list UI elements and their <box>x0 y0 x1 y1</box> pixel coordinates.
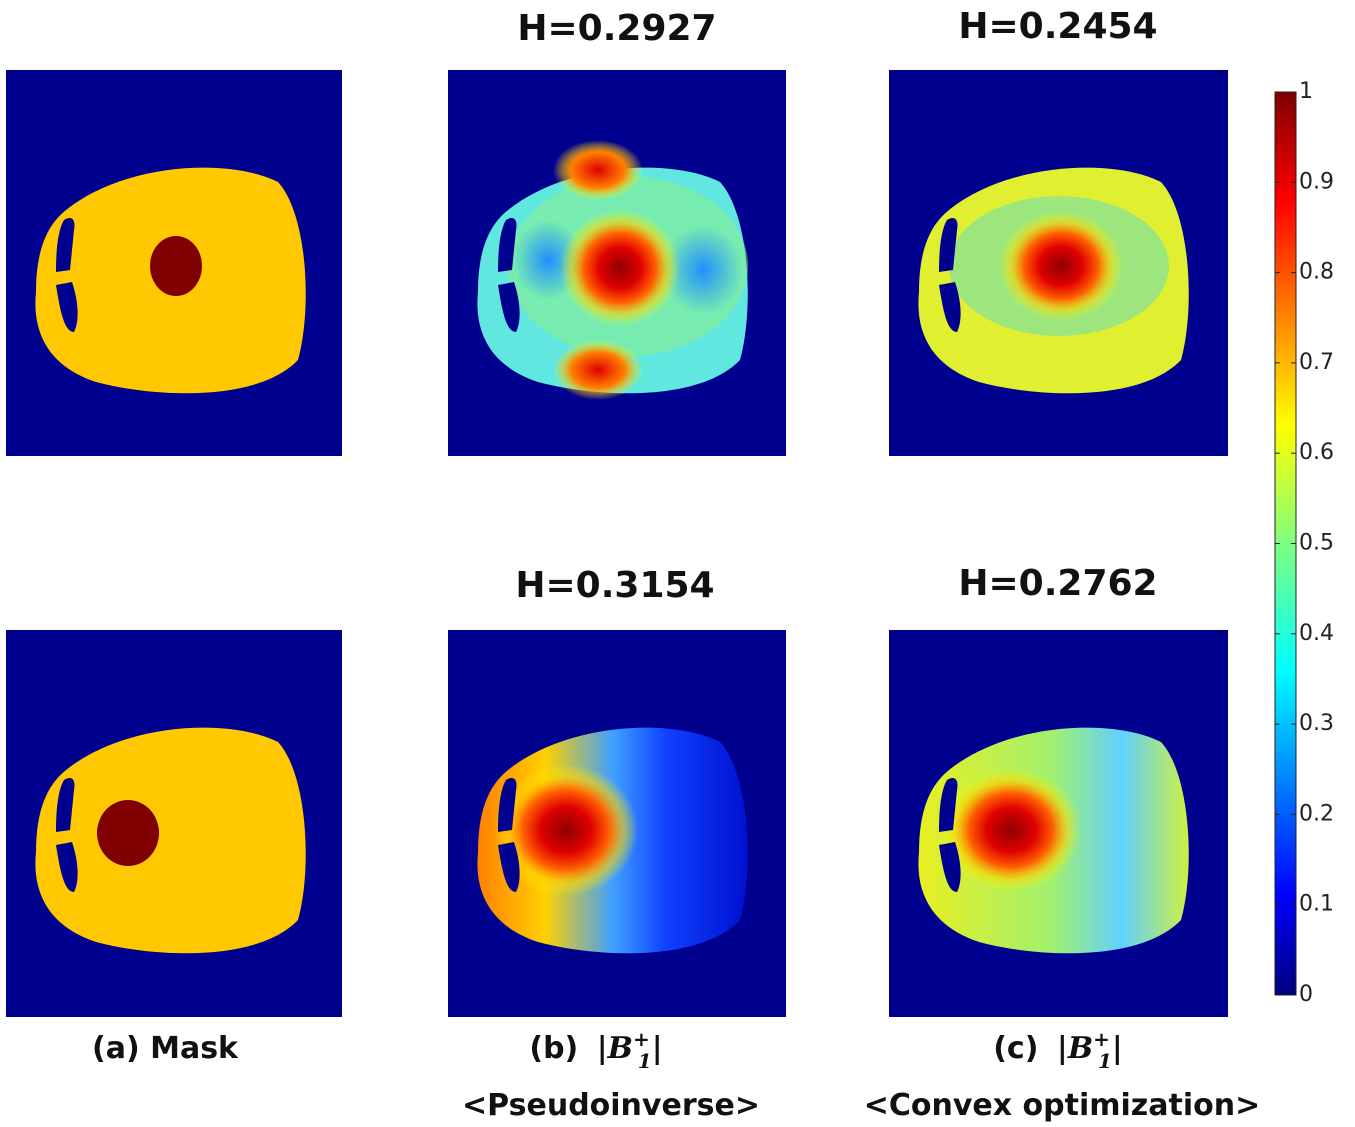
panel-title: H=0.2762 <box>958 563 1157 604</box>
tick-label: 0.5 <box>1299 531 1334 556</box>
tick-label: 0.7 <box>1299 350 1334 375</box>
figure: H=0.2927 H=0.2454 H=0.3154 H=0.2762 (a) … <box>0 0 1355 1127</box>
panel-title: H=0.2454 <box>958 6 1157 47</box>
caption: (b) |B+1| <box>529 1027 662 1073</box>
math-sub: 1 <box>638 1049 652 1073</box>
tick-label: 0.9 <box>1299 169 1334 194</box>
panel-c1 <box>889 70 1228 456</box>
panel-b2 <box>448 630 786 1017</box>
math-symbol: B <box>1067 1031 1093 1066</box>
panel-title: H=0.3154 <box>515 565 714 606</box>
caption: (c) |B+1| <box>993 1027 1123 1073</box>
math-bar: | <box>597 1031 608 1066</box>
tick-label: 0.1 <box>1299 892 1334 917</box>
math-bar: | <box>652 1031 663 1066</box>
caption-label: (c) <box>993 1031 1038 1066</box>
tick-label: 0.2 <box>1299 801 1334 826</box>
panel-title: H=0.2927 <box>517 8 716 49</box>
tick-label: 0 <box>1299 982 1313 1007</box>
math-sup: + <box>633 1027 650 1051</box>
tick-label: 0.3 <box>1299 711 1334 736</box>
math-symbol: B <box>607 1031 633 1066</box>
caption-method: <Convex optimization> <box>864 1088 1261 1123</box>
tick-label: 1 <box>1299 79 1313 104</box>
tick-label: 0.6 <box>1299 440 1334 465</box>
math-sup: + <box>1093 1027 1110 1051</box>
panel-c2 <box>889 630 1228 1017</box>
math-bar: | <box>1057 1031 1068 1066</box>
math-bar: | <box>1112 1031 1123 1066</box>
caption-method: <Pseudoinverse> <box>462 1088 760 1123</box>
panel-a1 <box>6 70 342 456</box>
caption: (a) Mask <box>92 1031 239 1066</box>
panel-b1 <box>448 70 786 456</box>
caption-label: (b) <box>529 1031 578 1066</box>
tick-label: 0.8 <box>1299 260 1334 285</box>
math-sub: 1 <box>1098 1049 1112 1073</box>
tick-label: 0.4 <box>1299 621 1334 646</box>
panel-a2 <box>6 630 342 1017</box>
